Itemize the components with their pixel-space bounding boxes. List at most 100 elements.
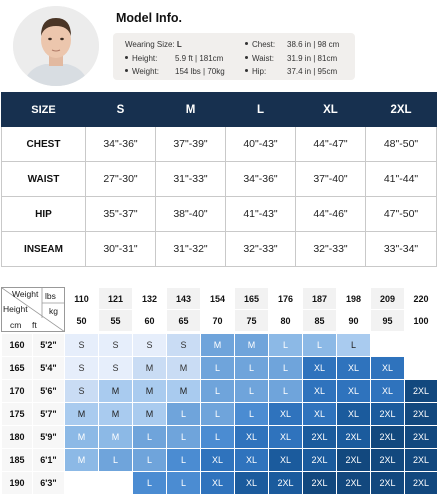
size-grid-row: 160 5'2" S S S S M M L L L	[1, 333, 438, 357]
height-ft-label: 5'9"	[32, 425, 65, 449]
size-grid-cell: 2XL	[404, 448, 438, 472]
kg-header: 100	[404, 309, 438, 332]
height-cm-label: 170	[1, 379, 33, 403]
corner-kg-label: kg	[49, 306, 58, 316]
size-grid-cell: XL	[200, 471, 235, 495]
size-grid-cell: M	[132, 356, 167, 380]
height-cm-label: 180	[1, 425, 33, 449]
kg-header: 80	[268, 309, 303, 332]
table-cell: 47"-50"	[365, 196, 437, 232]
size-grid-row: 170 5'6" S M M M L L L XL XL XL 2XL	[1, 379, 438, 403]
kg-header: 65	[166, 309, 201, 332]
size-grid-cell: XL	[336, 379, 371, 403]
kg-header: 90	[336, 309, 371, 332]
weight-value: 154 lbs | 70kg	[175, 67, 225, 76]
size-grid-cell: S	[98, 356, 133, 380]
table-cell: 44"-47"	[295, 126, 366, 162]
size-grid-cell: M	[64, 402, 99, 426]
kg-header: 55	[98, 309, 133, 332]
size-grid-cell: L	[132, 425, 167, 449]
lbs-header: 143	[166, 287, 201, 310]
kg-header: 70	[200, 309, 235, 332]
size-grid-cell: S	[64, 379, 99, 403]
size-grid-cell: XL	[302, 402, 337, 426]
size-grid-cell: L	[166, 471, 201, 495]
size-grid-cell: XL	[234, 448, 269, 472]
size-grid-cell: M	[98, 425, 133, 449]
bullet-icon	[125, 56, 128, 60]
size-grid-cell	[404, 356, 438, 380]
size-grid-cell: M	[132, 379, 167, 403]
size-grid-cell: 2XL	[268, 471, 303, 495]
size-grid-cell: L	[268, 379, 303, 403]
height-row: Height: 5.9 ft | 181cm	[125, 54, 223, 63]
size-grid-cell: M	[98, 402, 133, 426]
table-cell: 40"-43"	[225, 126, 296, 162]
grid-lbs-row: Weight lbs kg Height 110 121 132 143 154…	[1, 287, 438, 332]
wearing-size-value: L	[176, 40, 182, 49]
size-grid-cell: L	[234, 402, 269, 426]
row-label: WAIST	[1, 161, 86, 197]
kg-header: 50	[64, 309, 99, 332]
table-cell: 44"-46"	[295, 196, 366, 232]
table-cell: 30"-31"	[85, 231, 156, 267]
size-grid-cell: XL	[302, 379, 337, 403]
kg-header: 75	[234, 309, 269, 332]
height-ft-label: 5'6"	[32, 379, 65, 403]
size-grid-cell: L	[200, 402, 235, 426]
lbs-header: 220	[404, 287, 438, 310]
lbs-header: 198	[336, 287, 371, 310]
height-ft-label: 6'1"	[32, 448, 65, 472]
size-grid-cell: M	[234, 333, 269, 357]
bullet-icon	[245, 69, 248, 73]
corner-diagonal	[2, 288, 65, 332]
size-grid-cell: 2XL	[302, 471, 337, 495]
kg-header: 95	[370, 309, 405, 332]
height-ft-label: 5'2"	[32, 333, 65, 357]
size-grid-cell: M	[132, 402, 167, 426]
table-cell: 32"-33"	[295, 231, 366, 267]
weight-height-size-grid: Weight lbs kg Height 110 121 132 143 154…	[1, 287, 438, 332]
size-grid-cell: 2XL	[404, 471, 438, 495]
size-grid-cell: 2XL	[336, 425, 371, 449]
size-grid-cell: 2XL	[302, 448, 337, 472]
row-label: INSEAM	[1, 231, 86, 267]
size-grid-row: 175 5'7" M M M L L L XL XL XL 2XL 2XL	[1, 402, 438, 426]
table-cell: 37"-39"	[155, 126, 226, 162]
size-header-xl: XL	[295, 92, 366, 127]
lbs-header: 187	[302, 287, 337, 310]
wearing-size-label: Wearing Size:	[125, 40, 175, 49]
table-cell: 33"-34"	[365, 231, 437, 267]
size-grid-cell: XL	[370, 356, 405, 380]
size-grid-cell: M	[64, 448, 99, 472]
height-value: 5.9 ft | 181cm	[175, 54, 224, 63]
size-grid-cell: XL	[234, 471, 269, 495]
size-grid-cell: L	[200, 425, 235, 449]
size-grid-cell: L	[268, 333, 303, 357]
table-cell: 37"-40"	[295, 161, 366, 197]
size-grid-cell: 2XL	[370, 402, 405, 426]
table-cell: 48"-50"	[365, 126, 437, 162]
size-grid-cell: S	[64, 333, 99, 357]
lbs-header: 154	[200, 287, 235, 310]
table-cell: 41"-43"	[225, 196, 296, 232]
height-cm-label: 165	[1, 356, 33, 380]
table-cell: 32"-33"	[225, 231, 296, 267]
size-grid-cell: S	[166, 333, 201, 357]
lbs-header: 209	[370, 287, 405, 310]
size-grid-cell: 2XL	[336, 471, 371, 495]
size-grid-cell: M	[166, 356, 201, 380]
corner-ft-label: ft	[32, 320, 37, 330]
size-grid-cell: XL	[268, 425, 303, 449]
inseam-measure-row: INSEAM 30"-31" 31"-32" 32"-33" 32"-33" 3…	[1, 231, 437, 267]
size-grid-cell: L	[302, 333, 337, 357]
size-grid-cell: S	[98, 333, 133, 357]
size-grid-cell: XL	[336, 356, 371, 380]
corner-height-label: Height	[3, 304, 28, 314]
model-info-title: Model Info.	[116, 11, 182, 25]
size-grid-cell: 2XL	[404, 425, 438, 449]
size-grid-cell: L	[166, 402, 201, 426]
height-ft-label: 6'3"	[32, 471, 65, 495]
size-grid-cell	[404, 333, 438, 357]
chest-label: Chest:	[252, 40, 276, 49]
